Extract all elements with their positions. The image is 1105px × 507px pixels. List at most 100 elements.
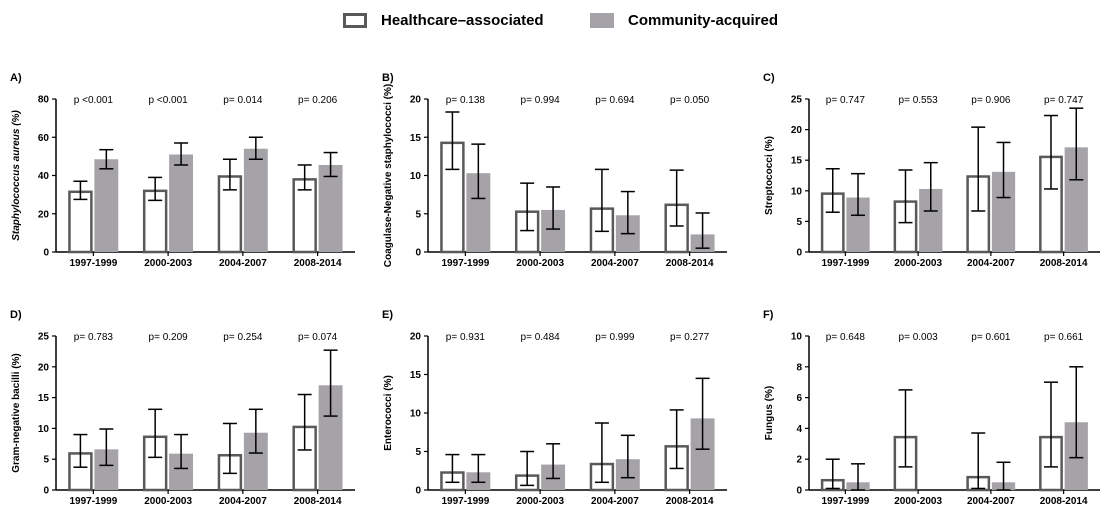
- y-tick-label: 20: [38, 209, 50, 220]
- error-bar: [669, 409, 684, 470]
- bar-community: [94, 159, 119, 252]
- x-tick-label: 1997-1999: [441, 496, 489, 507]
- y-axis-title: Streptococci (%): [764, 136, 775, 215]
- y-tick-label: 5: [415, 209, 421, 220]
- panel-label: C): [763, 72, 775, 84]
- error-bar: [898, 389, 913, 468]
- error-bar: [471, 453, 486, 484]
- error-bar: [1069, 107, 1084, 181]
- p-value-label: p= 0.050: [670, 95, 710, 106]
- p-value-label: p= 0.747: [1044, 95, 1084, 106]
- y-tick-label: 0: [43, 248, 49, 259]
- x-tick-label: 2000-2003: [894, 258, 942, 269]
- y-tick-label: 4: [796, 424, 802, 435]
- bar-community: [991, 171, 1016, 252]
- y-tick-label: 5: [43, 455, 49, 466]
- panel-label: F): [763, 309, 774, 321]
- x-tick-label: 2008-2014: [294, 496, 342, 507]
- y-tick-label: 0: [796, 248, 802, 259]
- error-bar: [99, 428, 114, 467]
- y-tick-label: 20: [791, 125, 803, 136]
- legend-item-healthcare: Healthcare–associated: [343, 12, 544, 29]
- y-tick-label: 5: [796, 217, 802, 228]
- panel-label: B): [382, 72, 394, 84]
- error-bar: [669, 169, 684, 227]
- error-bar: [923, 161, 938, 212]
- bar-community: [243, 432, 268, 490]
- error-bar: [520, 182, 535, 232]
- y-tick-label: 10: [791, 332, 803, 343]
- error-bar: [825, 168, 840, 213]
- x-tick-label: 2008-2014: [294, 258, 342, 269]
- p-value-label: p= 0.999: [595, 332, 635, 343]
- y-tick-label: 15: [410, 133, 422, 144]
- error-bar: [695, 212, 710, 249]
- bar-community: [169, 154, 194, 252]
- x-tick-label: 2000-2003: [894, 496, 942, 507]
- error-bar: [174, 433, 189, 470]
- y-tick-label: 10: [38, 424, 50, 435]
- p-value-label: p= 0.553: [899, 95, 939, 106]
- x-tick-label: 2004-2007: [967, 496, 1015, 507]
- bar-community: [94, 449, 119, 490]
- error-bar: [222, 422, 237, 475]
- error-bar: [297, 164, 312, 191]
- error-bar: [996, 461, 1011, 491]
- x-tick-label: 2004-2007: [967, 258, 1015, 269]
- error-bar: [248, 408, 263, 454]
- y-axis-title: Coagulase-Negative staphylococci (%): [383, 84, 394, 267]
- x-tick-label: 2004-2007: [591, 496, 639, 507]
- p-value-label: p <0.001: [149, 95, 189, 106]
- p-value-label: p= 0.277: [670, 332, 710, 343]
- y-tick-label: 0: [415, 486, 421, 497]
- p-value-label: p= 0.648: [826, 332, 866, 343]
- p-value-label: p= 0.014: [223, 95, 263, 106]
- error-bar: [971, 432, 986, 490]
- chart-panel-3: C) Streptococci (%) 0 5 10 15 20 25 1997-1999 p= …: [763, 72, 1100, 269]
- p-value-label: p= 0.994: [521, 95, 561, 106]
- chart-panel-4: D) Gram-negative bacilli (%) 0 5 10 15 20 25 199…: [10, 309, 355, 507]
- x-tick-label: 1997-1999: [821, 258, 869, 269]
- error-bar: [148, 408, 163, 459]
- y-tick-label: 10: [410, 409, 422, 420]
- error-bar: [174, 142, 189, 166]
- y-tick-label: 15: [791, 156, 803, 167]
- y-axis-title: Fungus (%): [764, 386, 775, 440]
- x-tick-label: 2004-2007: [219, 258, 267, 269]
- x-tick-label: 2000-2003: [516, 258, 564, 269]
- error-bar: [594, 168, 609, 233]
- y-tick-label: 15: [38, 393, 50, 404]
- p-value-label: p= 0.931: [446, 332, 486, 343]
- bar-community: [1064, 147, 1088, 252]
- chart-panel-2: B)Coagulase-Negative staphylococci (%) 0 5…: [382, 72, 727, 269]
- bar-community: [690, 418, 715, 490]
- y-tick-label: 60: [38, 133, 50, 144]
- x-tick-label: 2004-2007: [591, 258, 639, 269]
- bar-community: [846, 197, 870, 252]
- x-tick-label: 1997-1999: [821, 496, 869, 507]
- error-bar: [445, 111, 460, 171]
- x-tick-label: 2000-2003: [144, 496, 192, 507]
- error-bar: [594, 422, 609, 484]
- p-value-label: p= 0.661: [1044, 332, 1084, 343]
- p-value-label: p= 0.694: [595, 95, 635, 106]
- error-bar: [898, 169, 913, 224]
- x-tick-label: 2004-2007: [219, 496, 267, 507]
- p-value-label: p= 0.074: [298, 332, 338, 343]
- p-value-label: p= 0.206: [298, 95, 338, 106]
- error-bar: [148, 176, 163, 202]
- chart-panel-6: F) Fungus (%) 0 2 4 6 8 10 1997-1999 p= 0.648 2000…: [763, 309, 1100, 507]
- y-tick-label: 80: [38, 95, 50, 106]
- bar-community: [919, 188, 943, 252]
- y-tick-label: 2: [796, 455, 802, 466]
- error-bar: [73, 433, 88, 468]
- bar-community: [169, 453, 194, 490]
- x-tick-label: 2008-2014: [1040, 258, 1088, 269]
- bar-community: [318, 164, 343, 252]
- error-bar: [222, 158, 237, 191]
- error-bar: [851, 463, 866, 491]
- bar-community: [318, 385, 343, 490]
- p-value-label: p= 0.138: [446, 95, 486, 106]
- x-tick-label: 2008-2014: [1040, 496, 1088, 507]
